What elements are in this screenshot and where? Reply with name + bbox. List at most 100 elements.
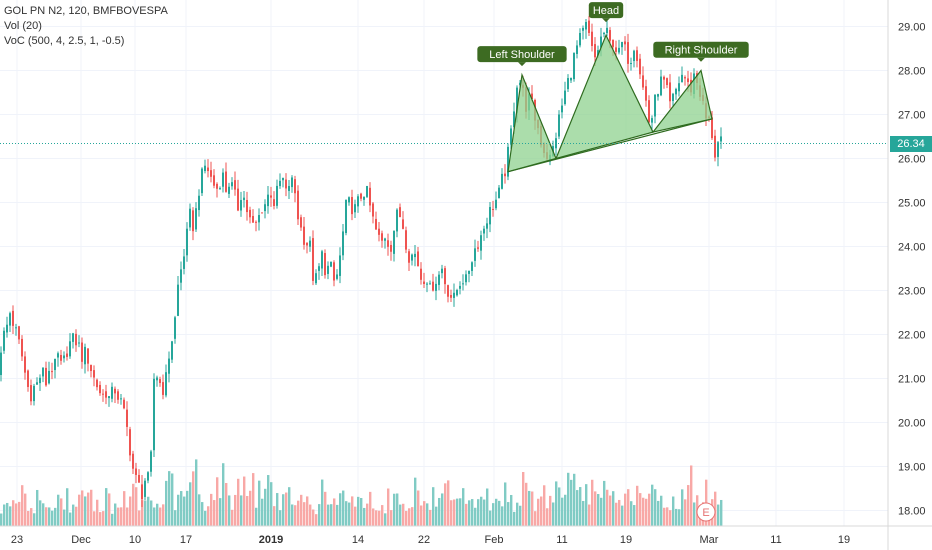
candle-body <box>111 386 113 399</box>
volume-bar <box>588 504 591 526</box>
candle-body <box>444 268 446 285</box>
candle-body <box>669 82 671 102</box>
candle-body <box>462 283 464 285</box>
volume-bar <box>75 506 78 526</box>
volume-bar <box>402 503 405 526</box>
volume-bar <box>81 490 84 526</box>
volume-bar <box>264 488 267 526</box>
volume-bar <box>459 498 462 526</box>
volume-bar <box>51 510 54 526</box>
candle-body <box>297 190 299 220</box>
candle-body <box>438 274 440 285</box>
volume-bar <box>342 490 345 526</box>
volume-bar <box>219 498 222 526</box>
symbol-title[interactable]: GOL PN N2, 120, BMFBOVESPA <box>4 5 168 17</box>
candle-body <box>324 253 326 276</box>
candle-body <box>180 269 182 283</box>
volume-bar <box>522 472 525 526</box>
time-axis[interactable]: 23 Dec 10 17 2019 14 22 Feb 11 19 Mar 11 19 <box>0 525 932 546</box>
volume-bar <box>372 508 375 526</box>
candle-body <box>3 330 5 351</box>
volume-bar <box>336 504 339 526</box>
volume-bar <box>369 491 372 526</box>
candle-body <box>48 370 50 384</box>
volume-bar <box>87 492 90 526</box>
pattern-label-pointer <box>602 18 610 23</box>
candle-body <box>36 382 38 385</box>
volume-indicator-label[interactable]: Vol (20) <box>4 20 42 32</box>
pattern-label[interactable]: Right Shoulder <box>653 41 749 62</box>
earnings-marker[interactable]: E <box>696 502 716 522</box>
candle-body <box>390 244 392 252</box>
volume-bar <box>606 489 609 526</box>
candle-body <box>396 209 398 232</box>
volume-bar <box>687 485 690 526</box>
volume-bar <box>201 502 204 526</box>
candle-body <box>663 76 665 80</box>
earnings-icon[interactable] <box>696 502 716 522</box>
volume-bar <box>561 497 564 526</box>
volume-bar <box>45 507 48 526</box>
volume-bar <box>285 492 288 526</box>
pattern-label[interactable]: Left Shoulder <box>477 46 567 67</box>
candle-body <box>114 388 116 394</box>
volume-bar <box>144 500 147 526</box>
volume-bar <box>327 504 330 526</box>
candle-body <box>585 21 587 30</box>
volume-bar <box>267 475 270 526</box>
volume-bar <box>147 496 150 526</box>
time-tick-label: 19 <box>620 534 632 546</box>
volume-bar <box>213 500 216 526</box>
volume-bar <box>294 505 297 526</box>
volume-bar <box>621 505 624 526</box>
volume-bar <box>195 459 198 526</box>
volume-bar <box>63 509 66 526</box>
candle-body <box>567 78 569 90</box>
candle-body <box>102 393 104 395</box>
candle-body <box>312 238 314 281</box>
volume-bar <box>672 496 675 526</box>
price-axis[interactable]: 29.00 28.00 27.00 26.00 25.00 24.00 23.00 22.00… <box>887 0 926 550</box>
volume-bar <box>414 477 417 526</box>
pattern-label-pointer <box>697 57 705 62</box>
volume-bar <box>465 503 468 526</box>
volume-bar <box>135 487 138 526</box>
volume-bar <box>558 487 561 526</box>
volume-bar <box>138 510 141 526</box>
voc-indicator-label[interactable]: VoC (500, 4, 2.5, 1, -0.5) <box>4 35 125 47</box>
candle-body <box>288 186 290 191</box>
volume-bar <box>684 499 687 526</box>
candle-body <box>648 100 650 123</box>
pattern-label-text: Head <box>593 5 619 17</box>
candle-body <box>405 230 407 250</box>
candle-body <box>201 168 203 194</box>
candle-body <box>39 377 41 384</box>
volume-bar <box>510 494 513 526</box>
pattern-label-pointer <box>518 62 526 67</box>
candle-body <box>603 32 605 35</box>
candle-body <box>621 42 623 48</box>
candle-body <box>450 295 452 298</box>
candle-body <box>678 83 680 92</box>
candle-body <box>402 219 404 229</box>
volume-bar <box>714 491 717 526</box>
volume-bar <box>627 489 630 526</box>
volume-bar <box>237 478 240 526</box>
candle-body <box>339 255 341 276</box>
pattern-label[interactable]: Head <box>588 2 624 23</box>
volume-bar <box>261 498 264 526</box>
candle-body <box>633 50 635 62</box>
volume-bar <box>306 496 309 526</box>
candle-body <box>594 44 596 58</box>
volume-bar <box>357 496 360 526</box>
volume-bar <box>60 498 63 526</box>
candle-body <box>426 283 428 285</box>
volume-bar <box>318 504 321 526</box>
candle-body <box>294 179 296 194</box>
volume-bar <box>615 502 618 526</box>
candle-body <box>93 370 95 378</box>
candle-body <box>615 47 617 52</box>
candle-body <box>231 182 233 187</box>
price-tick-label: 27.00 <box>898 110 926 122</box>
